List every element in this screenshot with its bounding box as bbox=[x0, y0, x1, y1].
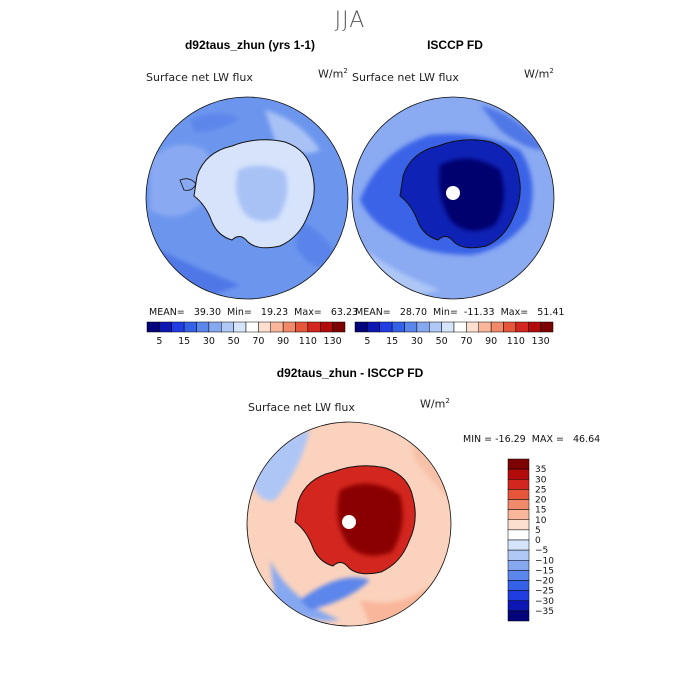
colorbar-tick-label: 110 bbox=[299, 336, 317, 347]
observation-polar-map bbox=[351, 96, 555, 300]
colorbar-tick-label: 10 bbox=[535, 516, 547, 526]
colorbar-swatch bbox=[258, 321, 271, 333]
colorbar-swatch bbox=[507, 570, 530, 581]
panel-left-title: d92taus_zhun (yrs 1-1) bbox=[184, 38, 316, 52]
colorbar-tick-label: 130 bbox=[324, 336, 342, 347]
colorbar-tick-label: 50 bbox=[228, 336, 240, 347]
colorbar-swatch bbox=[507, 499, 530, 510]
colorbar-tick-label: 5 bbox=[535, 526, 541, 536]
colorbar-right: 5 15 30 50 70 90 110 130 bbox=[354, 321, 554, 347]
colorbar-swatch bbox=[540, 321, 554, 333]
colorbar-swatch bbox=[429, 321, 442, 333]
difference-variable-label: Surface net LW flux bbox=[248, 401, 355, 414]
colorbar-left: 5 15 30 50 70 90 110 130 bbox=[146, 321, 346, 347]
colorbar-swatch bbox=[507, 539, 530, 551]
colorbar-swatch bbox=[507, 610, 530, 622]
colorbar-swatch bbox=[507, 479, 530, 490]
colorbar-swatch bbox=[507, 600, 530, 612]
panel-left-units: W/m2 bbox=[318, 67, 348, 81]
colorbar-tick-label: 15 bbox=[178, 336, 190, 347]
colorbar-swatch bbox=[245, 321, 259, 333]
colorbar-swatch bbox=[507, 458, 530, 470]
colorbar-tick-label: −5 bbox=[535, 546, 548, 556]
colorbar-swatch bbox=[404, 321, 418, 333]
colorbar-swatch bbox=[507, 529, 530, 541]
panel-right-title: ISCCP FD bbox=[427, 38, 483, 52]
colorbar-tick-label: 15 bbox=[386, 336, 398, 347]
colorbar-swatch bbox=[528, 321, 541, 333]
colorbar-tick-label: −15 bbox=[535, 566, 554, 576]
colorbar-tick-label: −30 bbox=[535, 597, 554, 607]
difference-stats: MIN = -16.29 MAX = 46.64 bbox=[463, 434, 601, 445]
colorbar-tick-label: 30 bbox=[535, 475, 547, 485]
colorbar-swatch bbox=[379, 321, 393, 333]
colorbar-swatch bbox=[490, 321, 504, 333]
colorbar-tick-label: 70 bbox=[252, 336, 264, 347]
colorbar-tick-label: −25 bbox=[535, 587, 554, 597]
colorbar-tick-label: 35 bbox=[535, 465, 546, 475]
colorbar-swatch bbox=[507, 519, 530, 531]
colorbar-tick-label: 90 bbox=[485, 336, 497, 347]
colorbar-tick-label: 0 bbox=[535, 536, 541, 546]
colorbar-swatch bbox=[221, 321, 234, 333]
colorbar-swatch bbox=[354, 321, 368, 333]
colorbar-tick-label: −20 bbox=[535, 577, 554, 587]
colorbar-swatch bbox=[159, 321, 172, 333]
colorbar-tick-label: 90 bbox=[277, 336, 289, 347]
colorbar-swatch bbox=[478, 321, 492, 333]
colorbar-tick-label: −35 bbox=[535, 607, 554, 617]
colorbar-tick-label: 20 bbox=[535, 496, 547, 506]
colorbar-swatch bbox=[171, 321, 185, 333]
colorbar-swatch bbox=[507, 560, 530, 571]
panel-left-variable-label: Surface net LW flux bbox=[146, 71, 253, 84]
colorbar-swatch bbox=[515, 321, 529, 333]
panel-left-stats: MEAN= 39.30 Min= 19.23 Max= 63.23 bbox=[149, 307, 359, 318]
model-polar-map bbox=[145, 96, 349, 300]
colorbar-swatch bbox=[270, 321, 284, 333]
panel-right-variable-label: Surface net LW flux bbox=[352, 71, 459, 84]
colorbar-swatch bbox=[282, 321, 296, 333]
colorbar-tick-label: 15 bbox=[535, 506, 546, 516]
colorbar-swatch bbox=[441, 321, 455, 333]
difference-polar-map bbox=[246, 421, 452, 627]
colorbar-tick-label: 70 bbox=[460, 336, 472, 347]
colorbar-swatch bbox=[367, 321, 380, 333]
colorbar-tick-label: 25 bbox=[535, 485, 546, 495]
colorbar-tick-label: 30 bbox=[203, 336, 215, 347]
colorbar-tick-label: 50 bbox=[436, 336, 448, 347]
colorbar-swatch bbox=[416, 321, 430, 333]
colorbar-swatch bbox=[307, 321, 321, 333]
colorbar-swatch bbox=[196, 321, 210, 333]
colorbar-tick-label: 130 bbox=[532, 336, 550, 347]
colorbar-swatch bbox=[208, 321, 222, 333]
difference-title: d92taus_zhun - ISCCP FD bbox=[276, 366, 424, 380]
colorbar-swatch bbox=[507, 549, 530, 561]
colorbar-swatch bbox=[507, 489, 530, 500]
colorbar-swatch bbox=[295, 321, 309, 333]
colorbar-tick-label: 5 bbox=[364, 336, 370, 347]
colorbar-tick-label: 110 bbox=[507, 336, 525, 347]
colorbar-swatch bbox=[332, 321, 346, 333]
colorbar-swatch bbox=[466, 321, 479, 333]
colorbar-swatch bbox=[183, 321, 197, 333]
colorbar-swatch bbox=[507, 509, 530, 520]
colorbar-swatch bbox=[320, 321, 333, 333]
colorbar-swatch bbox=[391, 321, 405, 333]
panel-right-units: W/m2 bbox=[524, 67, 554, 81]
colorbar-tick-label: −10 bbox=[535, 556, 554, 566]
colorbar-swatch bbox=[507, 580, 530, 591]
colorbar-swatch bbox=[503, 321, 517, 333]
colorbar-swatch bbox=[233, 321, 247, 333]
colorbar-tick-label: 5 bbox=[156, 336, 162, 347]
colorbar-swatch bbox=[507, 468, 530, 480]
panel-right-stats: MEAN= 28.70 Min= -11.33 Max= 51.41 bbox=[355, 307, 565, 318]
colorbar-swatch bbox=[507, 590, 530, 601]
colorbar-tick-label: 30 bbox=[411, 336, 423, 347]
colorbar-swatch bbox=[453, 321, 467, 333]
difference-units: W/m2 bbox=[420, 397, 450, 411]
colorbar-swatch bbox=[146, 321, 160, 333]
season-title: JJA bbox=[334, 8, 366, 33]
